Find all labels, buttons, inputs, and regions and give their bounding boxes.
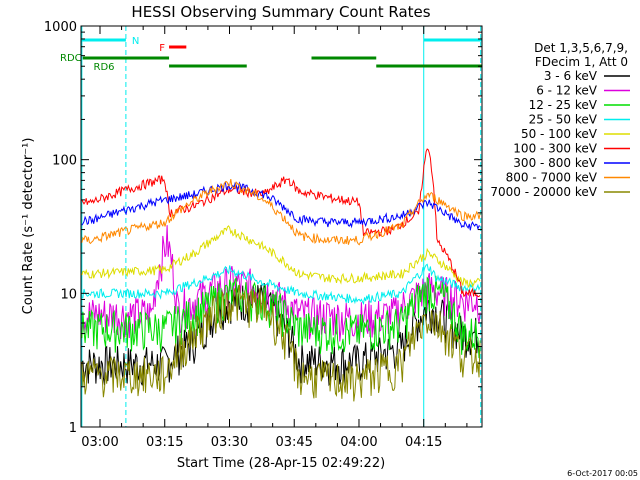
series-line-7: [81, 179, 481, 246]
y-tick-label: 1: [69, 421, 77, 436]
status-label-rd6: RD6: [94, 62, 115, 73]
status-label-n: N: [132, 36, 139, 47]
y-tick-label: 1000: [44, 20, 77, 35]
y-tick-label: 100: [52, 154, 77, 169]
legend-header-line-1: Det 1,3,5,6,7,9,: [534, 41, 628, 55]
plot-frame: [80, 25, 483, 428]
legend-label: 7000 - 20000 keV: [490, 185, 597, 199]
x-tick-label: 04:15: [405, 435, 442, 450]
legend-label: 6 - 12 keV: [536, 84, 598, 98]
legend-label: 3 - 6 keV: [544, 69, 598, 83]
x-tick-label: 03:45: [275, 435, 312, 450]
series-line-5: [81, 148, 481, 298]
x-axis-label: Start Time (28-Apr-15 02:49:22): [177, 456, 385, 471]
y-tick-label: 10: [60, 287, 77, 302]
status-label-f: F: [159, 43, 165, 54]
night-shading-lines: [81, 26, 482, 427]
x-tick-label: 03:00: [81, 435, 118, 450]
status-label-rdc: RDC: [60, 53, 82, 64]
x-tick-label: 03:15: [146, 435, 183, 450]
x-tick-label: 04:00: [340, 435, 377, 450]
series-line-8: [81, 284, 481, 402]
legend-label: 12 - 25 keV: [529, 98, 598, 112]
legend-label: 25 - 50 keV: [529, 113, 598, 127]
series-line-3: [81, 263, 481, 305]
legend-label: 800 - 7000 keV: [506, 171, 598, 185]
status-bars: N F RDC RD6: [60, 36, 482, 73]
y-axis-label: Count Rate (s⁻¹ detector⁻¹): [21, 138, 36, 315]
legend: Det 1,3,5,6,7,9, FDecim 1, Att 0 3 - 6 k…: [490, 41, 630, 199]
series-line-4: [81, 225, 481, 289]
x-axis: 03:00 03:15 03:30 03:45 04:00 04:15: [81, 26, 468, 450]
footer-date: 6-Oct-2017 00:05: [567, 469, 638, 478]
legend-header-line-2: FDecim 1, Att 0: [535, 55, 628, 69]
legend-label: 300 - 800 keV: [513, 156, 597, 170]
y-axis: 1 10 100 1000: [44, 20, 482, 436]
legend-label: 50 - 100 keV: [521, 127, 598, 141]
x-tick-label: 03:30: [211, 435, 248, 450]
legend-label: 100 - 300 keV: [513, 142, 597, 156]
series-layer: [81, 148, 481, 402]
series-line-2: [81, 275, 481, 359]
chart-title: HESSI Observing Summary Count Rates: [131, 3, 430, 21]
